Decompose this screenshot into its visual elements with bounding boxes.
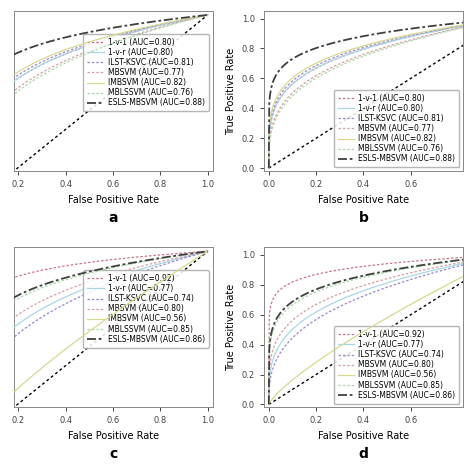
Legend: 1-v-1 (AUC=0.92), 1-v-r (AUC=0.77), ILST-KSVC (AUC=0.74), MBSVM (AUC=0.80), IMBS: 1-v-1 (AUC=0.92), 1-v-r (AUC=0.77), ILST… [83,270,209,347]
X-axis label: False Positive Rate: False Positive Rate [68,195,159,205]
Y-axis label: True Positive Rate: True Positive Rate [226,47,236,135]
Y-axis label: True Positive Rate: True Positive Rate [226,284,236,371]
Legend: 1-v-1 (AUC=0.80), 1-v-r (AUC=0.80), ILST-KSVC (AUC=0.81), MBSVM (AUC=0.77), IMBS: 1-v-1 (AUC=0.80), 1-v-r (AUC=0.80), ILST… [83,34,209,111]
Text: b: b [358,211,368,225]
Legend: 1-v-1 (AUC=0.92), 1-v-r (AUC=0.77), ILST-KSVC (AUC=0.74), MBSVM (AUC=0.80), IMBS: 1-v-1 (AUC=0.92), 1-v-r (AUC=0.77), ILST… [334,326,459,403]
Text: c: c [109,447,117,461]
X-axis label: False Positive Rate: False Positive Rate [68,431,159,441]
Text: d: d [358,447,368,461]
Text: a: a [109,211,118,225]
X-axis label: False Positive Rate: False Positive Rate [318,195,409,205]
Legend: 1-v-1 (AUC=0.80), 1-v-r (AUC=0.80), ILST-KSVC (AUC=0.81), MBSVM (AUC=0.77), IMBS: 1-v-1 (AUC=0.80), 1-v-r (AUC=0.80), ILST… [334,90,459,167]
X-axis label: False Positive Rate: False Positive Rate [318,431,409,441]
